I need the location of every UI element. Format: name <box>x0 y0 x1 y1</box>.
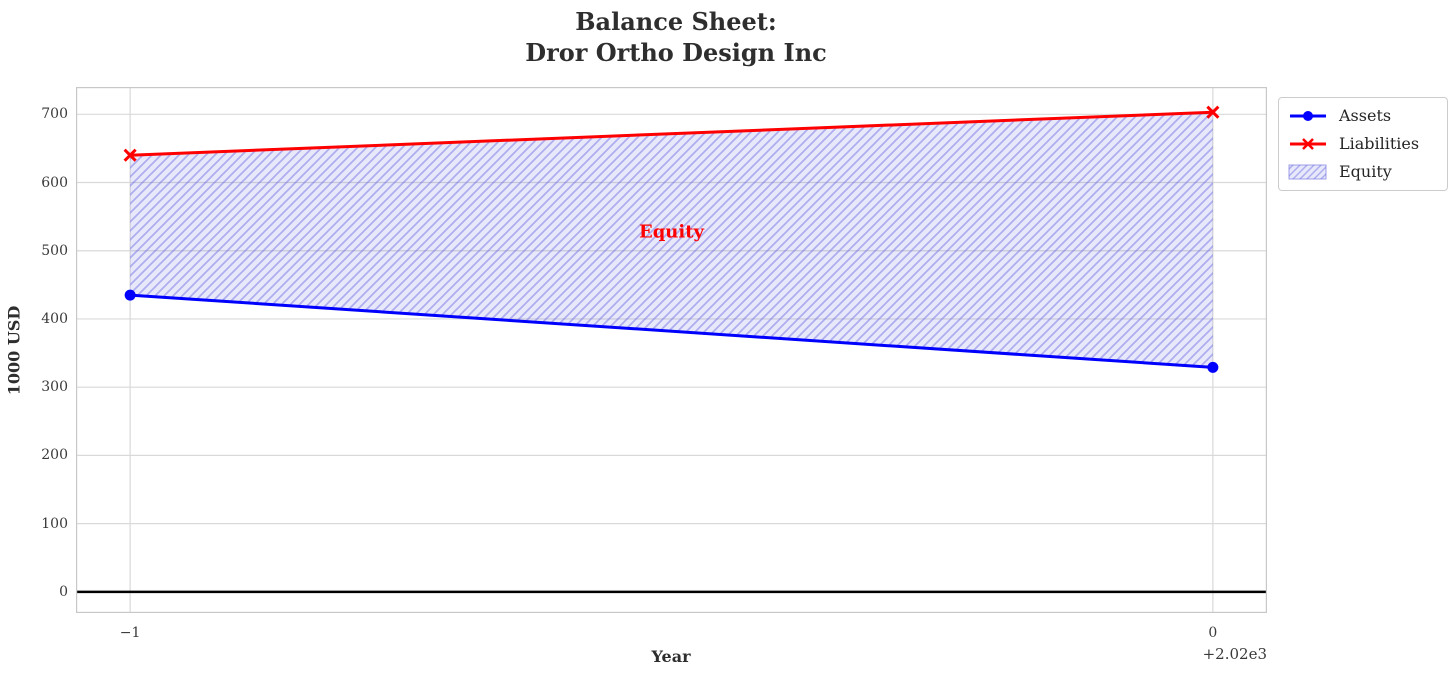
liabilities-marker-1 <box>1206 105 1220 119</box>
liabilities-marker-0 <box>123 148 137 162</box>
y-tick-300: 300 <box>41 379 68 396</box>
legend-label: Assets <box>1339 106 1392 125</box>
y-tick-400: 400 <box>41 310 68 327</box>
legend-swatch-line-circle <box>1290 111 1326 121</box>
assets-marker-1 <box>1207 361 1219 373</box>
y-tick-700: 700 <box>41 106 68 123</box>
assets-marker-0 <box>124 289 136 301</box>
y-tick-200: 200 <box>41 447 68 464</box>
y-tick-100: 100 <box>41 515 68 532</box>
assets-line <box>130 293 1213 369</box>
plot-spines <box>76 87 1267 613</box>
equity-band-hatch <box>130 112 1213 368</box>
legend-item-assets: Assets <box>1288 102 1439 130</box>
x-axis-offset-text: +2.02e3 <box>1202 645 1267 663</box>
y-tick-0: 0 <box>59 583 68 600</box>
y-axis-label: 1000 USD <box>4 305 24 396</box>
chart-title-line2: Dror Ortho Design Inc <box>525 38 827 67</box>
legend-label: Equity <box>1339 162 1392 181</box>
legend: Assets Liabilities Equity <box>1278 97 1448 191</box>
legend-label: Liabilities <box>1339 134 1420 153</box>
x-axis-label: Year <box>651 647 691 666</box>
x-tick--1: −1 <box>119 625 141 641</box>
y-tick-500: 500 <box>41 242 68 259</box>
liabilities-line <box>130 110 1213 157</box>
legend-item-equity: Equity <box>1288 158 1439 186</box>
chart-title: Balance Sheet: Dror Ortho Design Inc <box>276 6 1076 68</box>
chart-title-line1: Balance Sheet: <box>575 7 777 36</box>
plot-area: Equity <box>76 87 1267 613</box>
y-tick-600: 600 <box>41 174 68 191</box>
legend-item-liabilities: Liabilities <box>1288 130 1439 158</box>
equity-annotation: Equity <box>638 221 705 243</box>
plot-canvas <box>76 87 1267 613</box>
legend-swatch-hatch-patch <box>1288 164 1327 180</box>
legend-swatch-line-x <box>1290 138 1326 150</box>
x-tick-0: 0 <box>1208 625 1218 641</box>
